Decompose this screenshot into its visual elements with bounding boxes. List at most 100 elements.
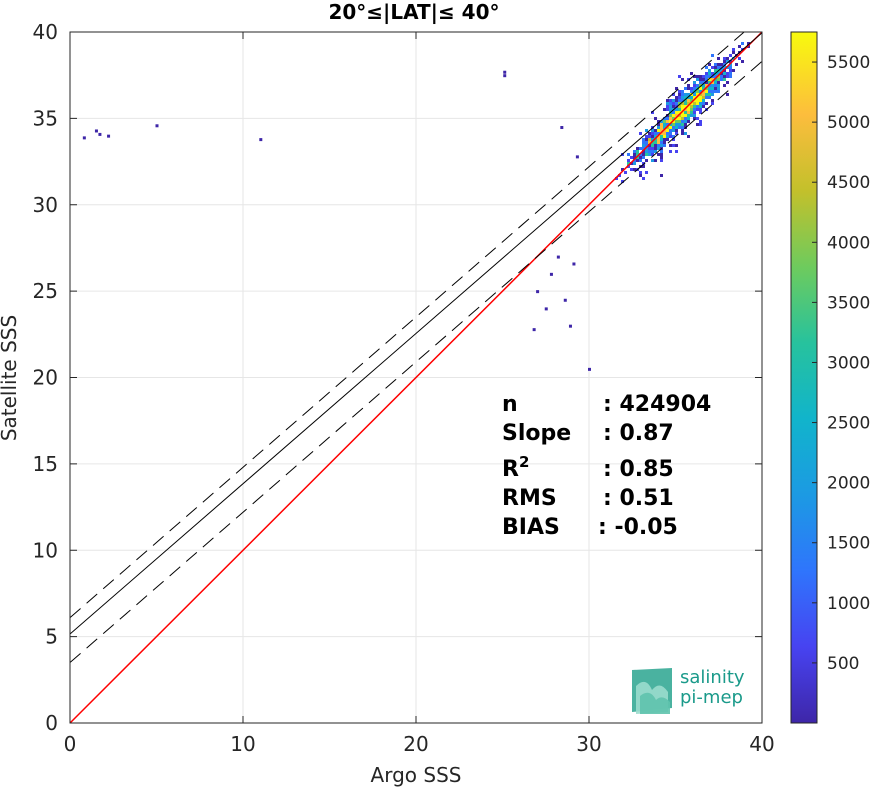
density-cell — [738, 57, 741, 60]
density-cell — [663, 138, 666, 141]
density-cell — [636, 156, 639, 159]
density-cell — [666, 117, 669, 120]
density-cell — [630, 162, 633, 165]
density-cell — [642, 156, 645, 159]
density-cell — [675, 150, 678, 153]
density-cell — [729, 75, 732, 78]
density-cell — [723, 78, 726, 81]
density-cell — [741, 42, 744, 45]
stat-value: : 424904 — [603, 392, 711, 417]
density-cell — [687, 78, 690, 81]
density-cell — [678, 114, 681, 117]
density-cell — [693, 87, 696, 90]
density-cell — [690, 87, 693, 90]
density-cell — [645, 144, 648, 147]
density-cell — [684, 123, 687, 126]
density-cell — [627, 153, 630, 156]
density-cell — [723, 63, 726, 66]
density-cell — [642, 147, 645, 150]
density-cell — [723, 84, 726, 87]
density-cell — [699, 96, 702, 99]
density-cell — [660, 126, 663, 129]
density-cell — [699, 78, 702, 81]
density-cell — [729, 72, 732, 75]
density-cell — [714, 84, 717, 87]
density-cell — [687, 108, 690, 111]
density-cell — [726, 57, 729, 60]
density-cell — [660, 153, 663, 156]
density-cell — [672, 138, 675, 141]
density-cell — [636, 147, 639, 150]
density-cell — [726, 75, 729, 78]
density-cell — [684, 108, 687, 111]
density-cell — [729, 60, 732, 63]
density-cell — [687, 111, 690, 114]
density-cell — [660, 174, 663, 177]
density-cell — [675, 132, 678, 135]
density-cell — [651, 159, 654, 162]
colorbar-tick-label: 2500 — [827, 414, 870, 434]
density-cell — [645, 150, 648, 153]
density-cell — [681, 132, 684, 135]
density-cell — [702, 90, 705, 93]
density-cell — [672, 144, 675, 147]
density-cell — [648, 144, 651, 147]
density-cell — [708, 84, 711, 87]
density-cell — [717, 90, 720, 93]
density-cell — [660, 144, 663, 147]
density-cell — [702, 96, 705, 99]
density-cell — [666, 108, 669, 111]
density-cell — [687, 93, 690, 96]
density-cell — [648, 138, 651, 141]
density-cell — [723, 60, 726, 63]
density-cell — [666, 105, 669, 108]
y-tick-label: 10 — [33, 538, 58, 562]
stat-label: BIAS — [502, 515, 560, 540]
density-cell — [687, 135, 690, 138]
density-cell — [642, 150, 645, 153]
density-cell — [666, 132, 669, 135]
colorbar-tick-label: 1500 — [827, 534, 870, 554]
density-cell — [627, 159, 630, 162]
density-cell — [675, 111, 678, 114]
density-cell — [699, 111, 702, 114]
density-cell — [657, 144, 660, 147]
density-cell — [657, 147, 660, 150]
density-outlier — [563, 298, 567, 302]
density-cell — [711, 66, 714, 69]
density-cell — [684, 105, 687, 108]
y-tick-label: 40 — [33, 20, 58, 44]
density-cell — [696, 102, 699, 105]
density-cell — [699, 120, 702, 123]
density-cell — [690, 114, 693, 117]
density-cell — [657, 141, 660, 144]
density-cell — [645, 159, 648, 162]
density-cell — [675, 114, 678, 117]
density-cell — [681, 96, 684, 99]
density-cell — [648, 135, 651, 138]
density-outlier — [544, 307, 548, 311]
density-cell — [723, 72, 726, 75]
density-cell — [681, 129, 684, 132]
density-cell — [669, 114, 672, 117]
density-cell — [702, 99, 705, 102]
density-cell — [699, 99, 702, 102]
density-cell — [678, 105, 681, 108]
density-outlier — [568, 324, 572, 328]
density-cell — [627, 165, 630, 168]
density-cell — [672, 126, 675, 129]
density-cell — [660, 132, 663, 135]
density-cell — [669, 117, 672, 120]
density-cell — [705, 75, 708, 78]
density-cell — [699, 84, 702, 87]
stat-value: : 0.51 — [603, 486, 674, 511]
density-outlier — [259, 138, 263, 142]
density-cell — [693, 108, 696, 111]
x-tick-label: 30 — [576, 732, 601, 756]
density-cell — [657, 126, 660, 129]
density-cell — [708, 81, 711, 84]
density-cell — [654, 159, 657, 162]
density-cell — [639, 171, 642, 174]
density-cell — [729, 66, 732, 69]
density-cell — [669, 135, 672, 138]
